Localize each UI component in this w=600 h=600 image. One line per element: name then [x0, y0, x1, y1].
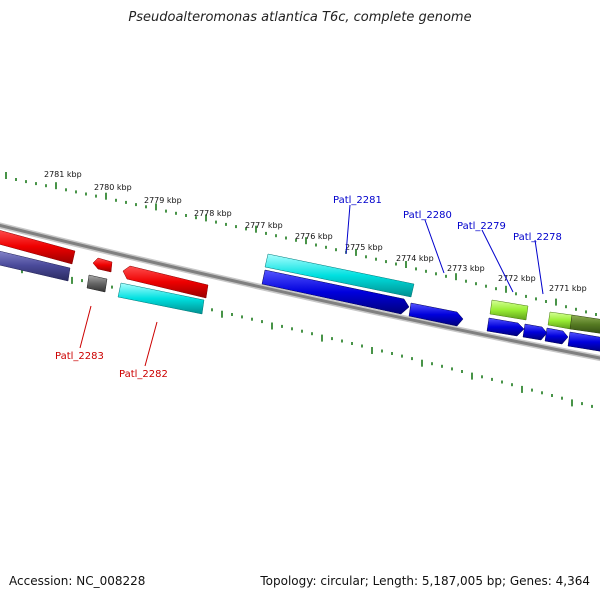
genome-summary-text: Topology: circular; Length: 5,187,005 bp… — [260, 574, 590, 588]
gene-blue-a[interactable] — [486, 317, 525, 337]
kbp-label: 2776 kbp — [295, 232, 333, 241]
gene-blue-long[interactable] — [261, 269, 410, 315]
kbp-label: 2772 kbp — [498, 274, 536, 283]
kbp-label: 2777 kbp — [245, 221, 283, 230]
gene-blue-patl-2280[interactable] — [408, 302, 464, 327]
kbp-label: 2771 kbp — [549, 284, 587, 293]
gene-blue-d[interactable] — [567, 331, 600, 352]
gene-label-patl-2283[interactable]: Patl_2283 — [55, 351, 104, 362]
gene-red-small[interactable] — [92, 257, 113, 273]
gene-callouts — [79, 204, 544, 367]
kbp-label: 2780 kbp — [94, 183, 132, 192]
kbp-label: 2775 kbp — [345, 243, 383, 252]
gene-red-patl-2282[interactable] — [122, 265, 209, 299]
accession-text: Accession: NC_008228 — [9, 574, 146, 588]
reverse-strand-genes — [0, 250, 600, 352]
kbp-label: 2778 kbp — [194, 209, 232, 218]
gene-blue-b[interactable] — [522, 323, 548, 341]
gene-cyan-lower[interactable] — [117, 282, 205, 315]
gene-olive[interactable] — [569, 314, 600, 334]
gene-red-left[interactable] — [0, 229, 76, 265]
map-title: Pseudoalteromonas atlantica T6c, complet… — [128, 10, 472, 25]
gene-label-patl-2279[interactable]: Patl_2279 — [457, 221, 506, 232]
gene-label-patl-2280[interactable]: Patl_2280 — [403, 210, 452, 221]
outer-tick-ring — [5, 172, 597, 316]
gene-cyan-patl-2281[interactable] — [264, 253, 415, 298]
gene-labels: Patl_2281 Patl_2280 Patl_2279 Patl_2278 … — [55, 195, 562, 380]
gene-label-patl-2281[interactable]: Patl_2281 — [333, 195, 382, 206]
gene-label-patl-2278[interactable]: Patl_2278 — [513, 232, 562, 243]
kbp-label: 2781 kbp — [44, 170, 82, 179]
gene-lime-patl-2278[interactable] — [547, 311, 573, 330]
gene-blue-c[interactable] — [544, 327, 569, 345]
kbp-label: 2774 kbp — [396, 254, 434, 263]
gene-gray-block[interactable] — [86, 274, 108, 293]
kbp-label: 2773 kbp — [447, 264, 485, 273]
kbp-label: 2779 kbp — [144, 196, 182, 205]
gene-label-patl-2282[interactable]: Patl_2282 — [119, 369, 168, 380]
gene-slate-left[interactable] — [0, 250, 71, 282]
gene-lime-patl-2279[interactable] — [489, 299, 529, 321]
forward-strand-genes — [0, 229, 600, 334]
kbp-labels: 2781 kbp 2780 kbp 2779 kbp 2778 kbp 2777… — [44, 170, 587, 293]
